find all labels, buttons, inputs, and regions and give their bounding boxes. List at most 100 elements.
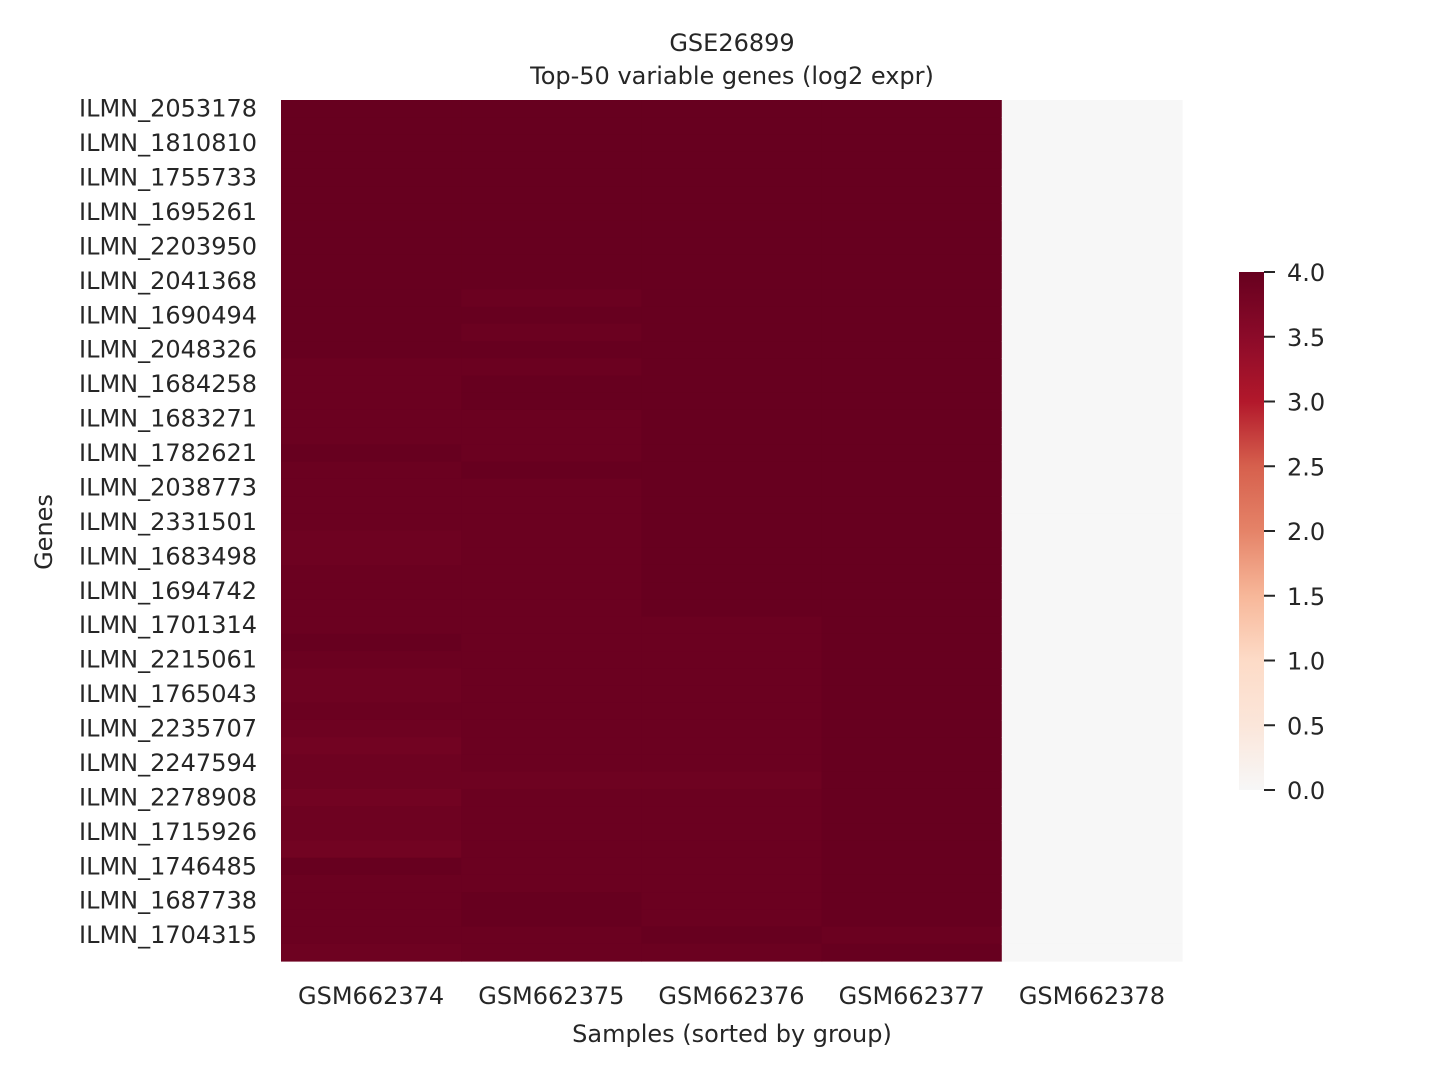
heatmap-cell bbox=[461, 633, 642, 652]
heatmap-cell bbox=[641, 341, 823, 359]
x-tick-labels: GSM662374 GSM662375 GSM662376 GSM662377 GSM6… bbox=[298, 982, 1165, 1010]
heatmap-cell bbox=[461, 496, 642, 514]
heatmap-cell bbox=[461, 254, 642, 273]
heatmap-cell bbox=[641, 513, 823, 532]
heatmap-cell bbox=[1001, 719, 1183, 738]
y-tick-label: ILMN_1683498 bbox=[79, 542, 257, 570]
heatmap-cell bbox=[1001, 599, 1183, 618]
heatmap-cell bbox=[461, 272, 642, 291]
heatmap-cell bbox=[281, 668, 462, 687]
heatmap-cell bbox=[1001, 461, 1183, 480]
heatmap-cell bbox=[821, 719, 1003, 738]
heatmap-cell bbox=[821, 513, 1003, 532]
heatmap-cell bbox=[821, 272, 1003, 291]
heatmap-cell bbox=[821, 806, 1003, 824]
heatmap-cell bbox=[641, 719, 823, 738]
heatmap-cell bbox=[641, 823, 823, 842]
heatmap-cell bbox=[641, 943, 823, 962]
heatmap-cell bbox=[281, 151, 462, 170]
heatmap-cell bbox=[641, 633, 823, 652]
heatmap-cell bbox=[641, 496, 823, 514]
heatmap-cell bbox=[281, 168, 462, 187]
heatmap-cell bbox=[641, 151, 823, 170]
heatmap-cell bbox=[461, 203, 642, 222]
heatmap-cell bbox=[821, 237, 1003, 256]
heatmap-cell bbox=[821, 582, 1003, 600]
heatmap-cell bbox=[821, 685, 1003, 704]
y-tick-label: ILMN_2247594 bbox=[79, 749, 257, 777]
heatmap-cell bbox=[641, 874, 823, 893]
heatmap-cell bbox=[1001, 909, 1183, 928]
heatmap-cell bbox=[641, 892, 823, 910]
y-tick-label: ILMN_1755733 bbox=[79, 163, 257, 191]
heatmap-cell bbox=[281, 444, 462, 463]
heatmap-cell bbox=[461, 547, 642, 566]
heatmap-cell bbox=[281, 254, 462, 273]
heatmap-cell bbox=[281, 461, 462, 480]
y-tick-label: ILMN_2215061 bbox=[79, 646, 257, 674]
heatmap-cell bbox=[461, 737, 642, 755]
heatmap-cell bbox=[281, 926, 462, 945]
heatmap-cell bbox=[461, 461, 642, 480]
heatmap-cell bbox=[821, 358, 1003, 377]
heatmap-cell bbox=[821, 702, 1003, 721]
heatmap-cell bbox=[1001, 444, 1183, 463]
heatmap-cell bbox=[461, 943, 642, 962]
y-tick-label: ILMN_1687738 bbox=[79, 887, 257, 915]
heatmap-cell bbox=[641, 582, 823, 600]
heatmap-cell bbox=[1001, 702, 1183, 721]
heatmap-cell bbox=[821, 392, 1003, 411]
heatmap-cell bbox=[821, 220, 1003, 239]
heatmap-cell bbox=[281, 737, 462, 755]
heatmap-cell bbox=[281, 702, 462, 721]
heatmap-cell bbox=[461, 409, 642, 428]
heatmap-cell bbox=[641, 134, 823, 153]
heatmap-cell bbox=[821, 323, 1003, 342]
heatmap-cell bbox=[641, 168, 823, 187]
heatmap-cell bbox=[821, 444, 1003, 463]
y-tick-label: ILMN_1765043 bbox=[79, 680, 257, 708]
heatmap-cell bbox=[821, 564, 1003, 583]
y-tick-label: ILMN_2048326 bbox=[79, 336, 257, 364]
x-tick-label: GSM662375 bbox=[478, 982, 624, 1010]
heatmap-cell bbox=[1001, 616, 1183, 635]
heatmap-cell bbox=[1001, 564, 1183, 583]
heatmap-cell bbox=[1001, 582, 1183, 600]
heatmap-cell bbox=[461, 788, 642, 807]
heatmap-cell bbox=[1001, 168, 1183, 187]
heatmap-cell bbox=[641, 289, 823, 308]
heatmap-cell bbox=[1001, 151, 1183, 170]
heatmap-cell bbox=[461, 771, 642, 790]
y-tick-label: ILMN_1690494 bbox=[79, 301, 257, 329]
heatmap-cell bbox=[821, 496, 1003, 514]
heatmap-cell bbox=[641, 237, 823, 256]
y-tick-labels: ILMN_2053178 ILMN_1810810 ILMN_1755733 ILMN… bbox=[79, 95, 257, 950]
heatmap-cell bbox=[821, 874, 1003, 893]
heatmap-cell bbox=[821, 409, 1003, 428]
y-tick-label: ILMN_1715926 bbox=[79, 818, 257, 846]
heatmap-cell bbox=[281, 323, 462, 342]
heatmap-cell bbox=[1001, 358, 1183, 377]
heatmap-cell bbox=[281, 788, 462, 807]
heatmap-cell bbox=[1001, 323, 1183, 342]
colorbar bbox=[1239, 272, 1264, 790]
heatmap-cell bbox=[281, 806, 462, 824]
heatmap-cell bbox=[821, 547, 1003, 566]
heatmap-cell bbox=[821, 427, 1003, 445]
heatmap-cell bbox=[461, 117, 642, 136]
heatmap-cell bbox=[641, 530, 823, 549]
x-axis-label: Samples (sorted by group) bbox=[572, 1020, 892, 1048]
heatmap-cell bbox=[1001, 117, 1183, 136]
y-tick-label: ILMN_1810810 bbox=[79, 129, 257, 157]
heatmap-cell bbox=[821, 857, 1003, 876]
heatmap-cell bbox=[461, 668, 642, 687]
heatmap-cell bbox=[281, 582, 462, 600]
heatmap-cell bbox=[821, 375, 1003, 394]
heatmap-cell bbox=[641, 754, 823, 773]
heatmap-cell bbox=[641, 616, 823, 635]
heatmap-cell bbox=[461, 100, 642, 118]
heatmap-cell bbox=[641, 547, 823, 566]
heatmap-cell bbox=[461, 168, 642, 187]
heatmap-cell bbox=[1001, 100, 1183, 118]
